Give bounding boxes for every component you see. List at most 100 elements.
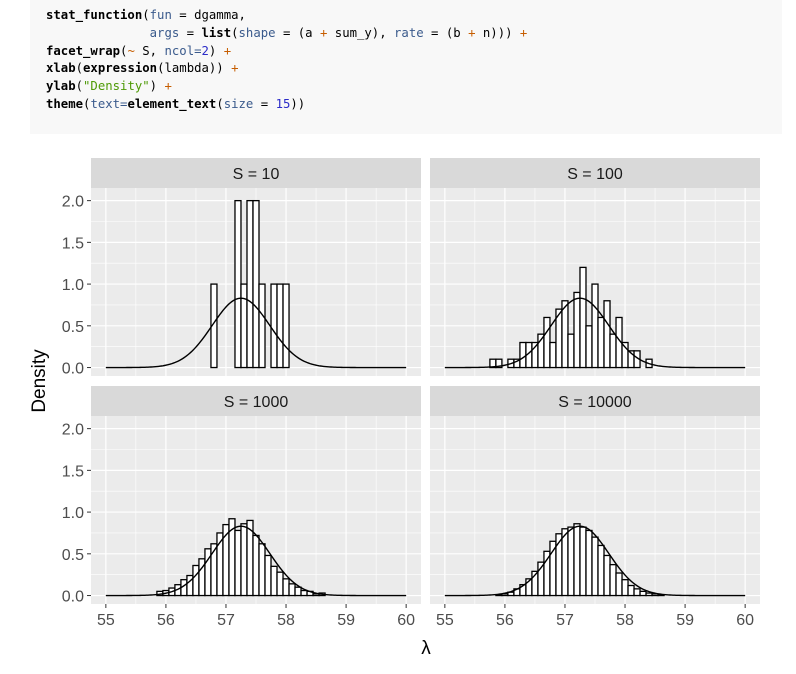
histogram-bar <box>258 543 266 597</box>
histogram-bar <box>264 554 272 597</box>
code-token: theme <box>46 96 84 111</box>
code-token: size <box>223 96 254 111</box>
code-token: element_text <box>127 96 217 111</box>
code-token: list <box>201 25 232 40</box>
density-curve <box>105 525 407 597</box>
facet-panel: S = 1000 <box>91 386 421 604</box>
histogram-bar <box>252 534 260 597</box>
histogram-bar <box>591 283 599 369</box>
x-tick-label: 55 <box>97 612 115 629</box>
code-token: xlab <box>46 61 76 76</box>
code-token: S, <box>134 43 165 58</box>
histogram-bar <box>597 316 605 369</box>
histogram-bar <box>585 529 593 597</box>
histogram-bar <box>585 325 593 369</box>
code-token: 2 <box>201 43 209 58</box>
code-token: ( <box>142 8 150 22</box>
histogram-bar <box>210 283 218 369</box>
x-tick-label: 56 <box>157 612 175 629</box>
histogram-bar <box>627 584 635 597</box>
faceted-density-chart: S = 10 0.0 0.5 1.0 1.5 2.0 S = 100 S = 1000 0.0 0… <box>29 158 760 659</box>
facet-panel: S = 100 <box>430 158 760 376</box>
x-tick-label: 56 <box>496 612 514 629</box>
histogram-bar <box>519 341 527 369</box>
code-token: ncol= <box>164 43 202 58</box>
code-token <box>46 26 150 40</box>
x-tick-label: 55 <box>436 612 454 629</box>
histogram-bar <box>603 554 611 597</box>
y-axis-title: Density <box>29 349 50 413</box>
code-token: ( <box>75 61 84 76</box>
x-tick-label: 60 <box>736 612 754 629</box>
facet-strip <box>430 386 760 416</box>
code-line: xlab(expression(lambda)) + <box>46 60 782 78</box>
y-tick-label: 1.0 <box>62 505 84 522</box>
density-curve <box>444 297 746 369</box>
code-token: shape <box>238 25 276 40</box>
code-token: ( <box>75 79 84 94</box>
facet-panel: S = 10000 <box>430 386 760 604</box>
code-token: facet_wrap <box>46 43 121 58</box>
histogram-bar <box>579 266 587 369</box>
histogram-bar <box>240 523 248 597</box>
code-line: stat_function(fun = dgamma, <box>46 7 782 25</box>
facet-strip <box>91 386 421 416</box>
histogram-bar <box>591 536 599 597</box>
facet-strip-label: S = 10000 <box>558 394 632 411</box>
facet-strip-label: S = 1000 <box>224 394 289 411</box>
code-token: + <box>223 43 232 58</box>
code-token: + <box>164 79 172 94</box>
code-line: facet_wrap(~ S, ncol=2) + <box>46 43 782 61</box>
y-tick-label: 1.5 <box>62 463 84 480</box>
histogram-bar <box>258 283 266 369</box>
code-line: ylab("Density") + <box>46 78 782 96</box>
histogram-bar <box>609 333 617 369</box>
code-token: = <box>179 25 202 40</box>
histogram-bar <box>579 526 587 597</box>
histogram-bar <box>270 283 278 369</box>
code-token: ylab <box>46 79 76 94</box>
code-token: + <box>231 61 239 76</box>
histogram-bar <box>573 523 581 597</box>
x-tick-label: 59 <box>676 612 694 629</box>
code-token: expression <box>83 61 158 76</box>
x-axis-title: λ <box>421 638 431 659</box>
code-token: "Density" <box>83 79 150 94</box>
x-tick-label: 58 <box>277 612 295 629</box>
histogram-bar <box>288 583 296 597</box>
y-tick-label: 0.5 <box>62 547 84 564</box>
histogram-bar <box>603 300 611 369</box>
facet-strip-label: S = 100 <box>567 166 623 183</box>
code-token: )) <box>290 96 306 111</box>
code-token: + <box>519 25 528 40</box>
facet-strip <box>430 158 760 188</box>
y-tick-label: 2.0 <box>62 194 84 211</box>
density-curve <box>105 297 407 369</box>
x-tick-label: 58 <box>616 612 634 629</box>
histogram-bar <box>192 564 200 597</box>
code-block: stat_function(fun = dgamma, args = list(… <box>30 0 782 134</box>
histogram-bar <box>573 291 581 369</box>
histogram-bar <box>597 544 605 597</box>
code-token: ( <box>231 25 239 40</box>
histogram-bar <box>633 588 641 597</box>
code-token: text= <box>90 96 128 111</box>
histogram-bar <box>495 358 503 369</box>
code-token: ) <box>149 79 165 94</box>
histogram-bar <box>567 333 575 369</box>
x-tick-label: 59 <box>337 612 355 629</box>
x-tick-label: 57 <box>217 612 235 629</box>
code-token: fun <box>149 8 172 22</box>
histogram-bar <box>621 579 629 597</box>
histogram-bar <box>276 571 284 597</box>
facet-strip <box>91 158 421 188</box>
code-token: ( <box>120 43 128 58</box>
x-tick-label: 57 <box>556 612 574 629</box>
histogram-bar <box>252 199 260 369</box>
histogram-bar <box>639 590 647 597</box>
code-token: stat_function <box>46 8 143 22</box>
histogram-bar <box>234 199 242 369</box>
code-token: args <box>149 25 180 40</box>
facet-strip-label: S = 10 <box>233 166 280 183</box>
y-tick-label: 1.0 <box>62 277 84 294</box>
